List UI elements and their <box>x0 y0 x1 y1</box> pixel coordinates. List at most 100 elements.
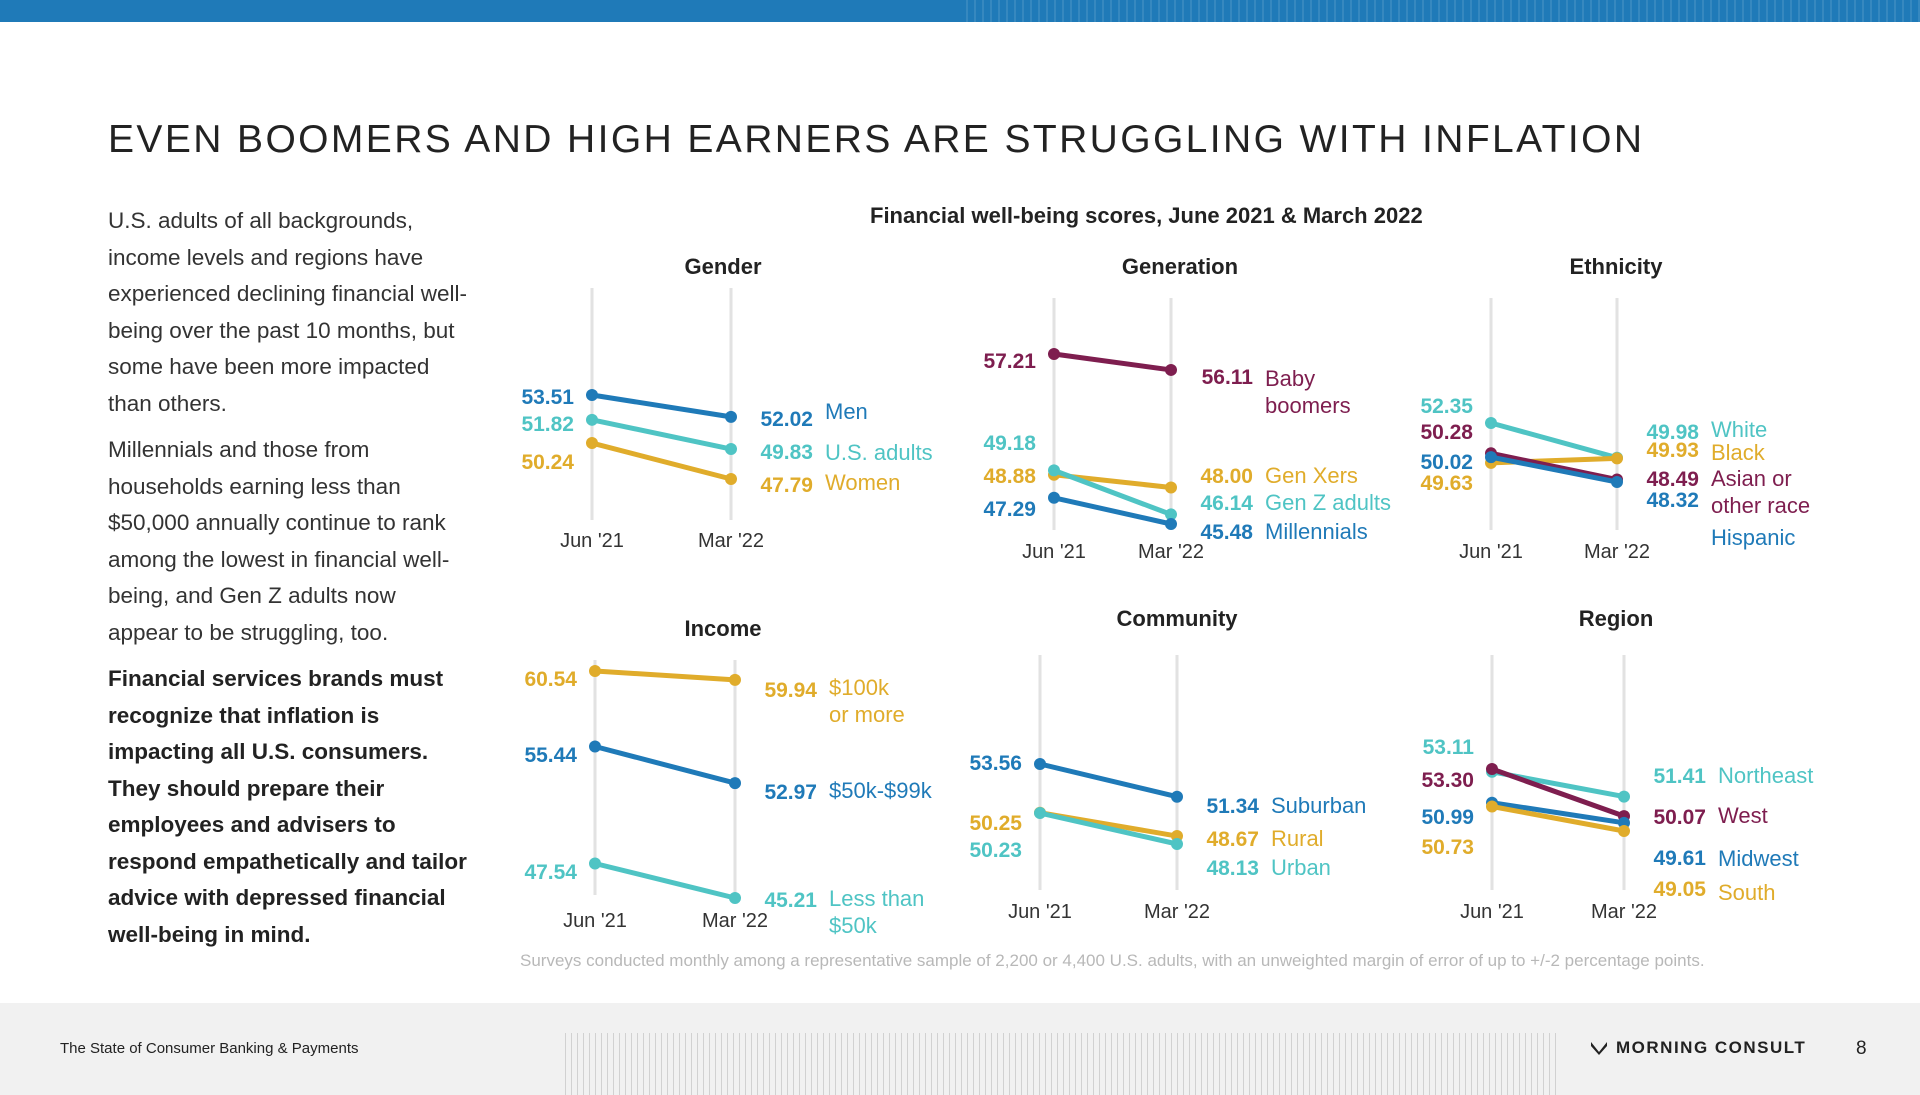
gender-series-1-name-label: Men <box>825 399 868 424</box>
ethnicity-series-3-value-label-2: 48.49 <box>1646 468 1699 491</box>
community-series-1-line <box>1037 761 1180 800</box>
chart-title-generation: Generation <box>1122 254 1238 279</box>
ethnicity-series-3-name-label-line-1: Asian or <box>1711 466 1792 491</box>
community-series-3-value-label-1: 50.23 <box>969 839 1022 862</box>
ethnicity-series-4-line <box>1488 454 1620 485</box>
generation-series-3-line <box>1051 467 1174 517</box>
chart-title-income: Income <box>684 616 761 641</box>
income-series-3-point-1 <box>589 857 601 870</box>
gender-series-3-value-label-2: 47.79 <box>760 474 813 497</box>
region-x-tick-1: Jun '21 <box>1460 901 1524 923</box>
gender-series-2-value-label-2: 49.83 <box>760 441 813 464</box>
footnote: Surveys conducted monthly among a repres… <box>520 951 1705 970</box>
region-series-4-point-1 <box>1486 800 1498 813</box>
generation-series-2-name-label: Gen Xers <box>1265 463 1358 488</box>
income-series-3-value-label-1: 47.54 <box>524 861 577 884</box>
generation-series-3-name-label: Gen Z adults <box>1265 490 1391 515</box>
ethnicity-series-1-value-label-1: 52.35 <box>1420 395 1473 418</box>
gender-series-3-point-2 <box>725 473 737 485</box>
gender-series-1-line <box>589 392 734 420</box>
gender-series-1-value-label-2: 52.02 <box>760 408 813 431</box>
income-series-2-point-2 <box>729 777 741 790</box>
gender-series-3-name-label: Women <box>825 470 900 495</box>
community-series-3-point-2 <box>1171 838 1183 850</box>
generation-series-4-point-1 <box>1048 491 1060 504</box>
generation-series-4-point-2 <box>1165 518 1177 530</box>
income-series-3-point-2 <box>729 892 741 904</box>
community-series-2-name-label: Rural <box>1271 826 1324 851</box>
income-series-1-point-1 <box>589 665 601 677</box>
gender-series-3-line <box>589 440 734 482</box>
region-series-2-value-label-1: 53.30 <box>1421 769 1474 792</box>
income-series-3-name-label-line-2: $50k <box>829 913 878 938</box>
region-series-3-line <box>1489 800 1627 826</box>
income-series-3-value-label-2: 45.21 <box>764 889 817 912</box>
generation-series-4-name-label: Millennials <box>1265 519 1368 544</box>
gender-series-2-point-2 <box>725 443 737 456</box>
gender-series-2-line <box>589 417 734 452</box>
ethnicity-series-4-point-1 <box>1485 451 1497 464</box>
body-paragraph-1: U.S. adults of all backgrounds, income l… <box>108 208 467 416</box>
footer-report-title: The State of Consumer Banking & Payments <box>60 1040 359 1057</box>
income-series-1-name-label-line-1: $100k <box>829 675 890 700</box>
top-bar-texture <box>960 0 1920 22</box>
community-x-tick-2: Mar '22 <box>1144 901 1210 923</box>
gender-series-2-point-1 <box>586 413 598 426</box>
generation-series-2-value-label-2: 48.00 <box>1200 465 1253 488</box>
income-series-1-point-2 <box>729 673 741 686</box>
page-number: 8 <box>1856 1038 1867 1059</box>
chart-title-community: Community <box>1117 606 1239 631</box>
ethnicity-series-3-value-label-1: 50.28 <box>1420 421 1473 444</box>
community-series-3-name-label: Urban <box>1271 855 1331 880</box>
region-series-1-point-2 <box>1618 790 1630 803</box>
ethnicity-series-4-value-label-2: 48.32 <box>1646 489 1699 512</box>
ethnicity-x-tick-2: Mar '22 <box>1584 541 1650 563</box>
ethnicity-series-2-name-label: Black <box>1711 440 1766 465</box>
ethnicity-series-4-value-label-1: 50.02 <box>1420 451 1473 474</box>
body-paragraph-2: Millennials and those from households ea… <box>108 437 450 645</box>
income-x-tick-1: Jun '21 <box>563 910 627 932</box>
ethnicity-series-1-name-label: White <box>1711 417 1767 442</box>
region-series-2-value-label-2: 50.07 <box>1653 806 1706 829</box>
chart-title-ethnicity: Ethnicity <box>1570 254 1664 279</box>
income-series-3-line <box>592 860 738 901</box>
community-series-1-point-1 <box>1034 758 1046 770</box>
gender-x-tick-1: Jun '21 <box>560 530 624 552</box>
ethnicity-series-1-line <box>1488 420 1620 461</box>
income-series-1-value-label-1: 60.54 <box>524 668 577 691</box>
generation-series-4-value-label-2: 45.48 <box>1200 521 1253 544</box>
income-series-2-name-label: $50k-$99k <box>829 778 933 803</box>
charts-area: Gender Jun '21 Mar '22 53.51 52.02 Men 51.82 49… <box>521 254 1813 938</box>
ethnicity-series-1-point-1 <box>1485 417 1497 429</box>
generation-series-2-value-label-1: 48.88 <box>983 465 1036 488</box>
income-series-1-name-label-line-2: or more <box>829 702 905 727</box>
top-bar <box>0 0 1920 22</box>
gender-series-3-point-1 <box>586 437 598 450</box>
generation-series-3-point-1 <box>1048 464 1060 477</box>
community-series-3-line <box>1037 810 1180 847</box>
income-series-1-value-label-2: 59.94 <box>764 679 817 702</box>
body-paragraph-3: Financial services brands must recognize… <box>108 666 467 947</box>
ethnicity-x-tick-1: Jun '21 <box>1459 541 1523 563</box>
income-series-3-name-label-line-1: Less than <box>829 886 924 911</box>
page-title: EVEN BOOMERS AND HIGH EARNERS ARE STRUGG… <box>108 118 1645 161</box>
chart-title-gender: Gender <box>684 254 761 279</box>
region-series-4-value-label-2: 49.05 <box>1653 878 1706 901</box>
ethnicity-series-2-value-label-1: 49.63 <box>1420 472 1473 495</box>
community-series-2-value-label-2: 48.67 <box>1206 828 1259 851</box>
region-series-4-point-2 <box>1618 825 1630 837</box>
generation-x-tick-1: Jun '21 <box>1022 541 1086 563</box>
region-series-1-value-label-1: 53.11 <box>1423 736 1475 759</box>
footer-texture <box>560 1033 1560 1095</box>
morning-consult-logo-icon <box>1591 1042 1607 1055</box>
income-x-tick-2: Mar '22 <box>702 910 768 932</box>
income-series-2-line <box>592 744 738 786</box>
region-series-3-value-label-1: 50.99 <box>1421 806 1474 829</box>
region-series-4-name-label: South <box>1718 880 1776 905</box>
region-series-2-line <box>1489 766 1627 819</box>
chart-main-title: Financial well-being scores, June 2021 &… <box>870 203 1423 228</box>
generation-series-2-point-2 <box>1165 481 1177 494</box>
gender-x-tick-2: Mar '22 <box>698 530 764 552</box>
region-series-1-value-label-2: 51.41 <box>1653 765 1706 788</box>
income-series-2-point-1 <box>589 740 601 753</box>
